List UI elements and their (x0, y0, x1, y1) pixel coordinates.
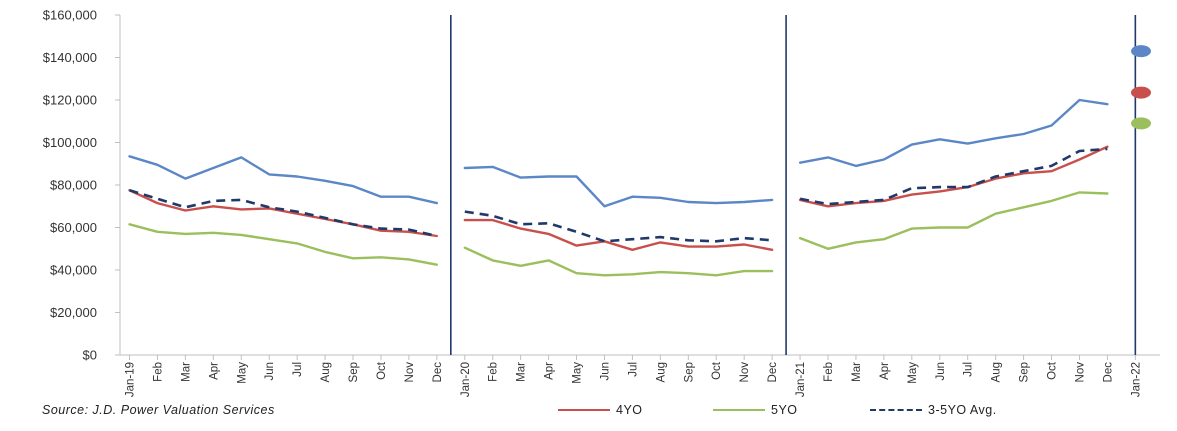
y-tick-label: $60,000 (50, 220, 97, 235)
x-tick-label: Jun (935, 362, 947, 381)
legend-swatch-avg (870, 409, 922, 411)
series-line (463, 218, 774, 252)
x-tick-label: Oct (711, 361, 723, 380)
end-markers (1131, 45, 1151, 130)
x-tick-label: Mar (180, 362, 192, 382)
series-line (464, 210, 773, 243)
y-axis-ticks: $0 $20,000 $40,000 $60,000 $80,000 $100,000 $1… (43, 8, 120, 363)
source-note: Source: J.D. Power Valuation Services (42, 403, 275, 417)
legend-swatch-4yo (558, 409, 610, 411)
x-tick-label: Dec (1102, 362, 1114, 383)
end-marker-point (1131, 86, 1151, 99)
series-line (129, 189, 438, 238)
x-tick-label: Jun (599, 362, 611, 381)
chart-axes (119, 15, 1160, 356)
x-tick-label: Sep (348, 362, 360, 382)
year-dividers (450, 15, 1137, 355)
x-tick-label: Jan-22 (1130, 362, 1142, 397)
legend-swatch-5yo (713, 409, 765, 411)
x-tick-label: Mar (516, 362, 528, 382)
series-line (128, 155, 438, 205)
x-tick-label: Apr (208, 362, 220, 380)
x-tick-label: Jun (264, 362, 276, 381)
x-tick-label: May (907, 362, 919, 384)
end-marker-point (1131, 117, 1151, 130)
legend-label-5yo: 5YO (771, 403, 798, 417)
x-tick-label: Feb (823, 362, 835, 382)
x-tick-label: Nov (404, 362, 416, 383)
y-tick-label: $140,000 (43, 50, 97, 65)
x-tick-label: Dec (432, 362, 444, 383)
x-tick-label: Jan-19 (125, 362, 137, 397)
y-tick-label: $0 (83, 348, 97, 363)
x-tick-label: Aug (320, 362, 332, 382)
x-tick-label: Sep (1019, 362, 1031, 382)
legend-item-avg: 3-5YO Avg. (870, 401, 997, 419)
x-tick-label: Jul (963, 362, 975, 377)
x-tick-label: Nov (739, 362, 751, 383)
legend-item-4yo: 4YO (558, 401, 643, 419)
x-tick-label: Nov (1074, 362, 1086, 383)
series-line (128, 223, 438, 266)
x-tick-label: Aug (991, 362, 1003, 382)
end-marker-point (1131, 45, 1151, 58)
x-tick-label: Dec (767, 362, 779, 383)
x-tick-label: May (572, 362, 584, 384)
x-tick-label: Apr (879, 362, 891, 380)
y-tick-label: $20,000 (50, 305, 97, 320)
legend-item-5yo: 5YO (713, 401, 798, 419)
legend-label-4yo: 4YO (616, 403, 643, 417)
y-tick-label: $100,000 (43, 135, 97, 150)
series-lines (128, 98, 1109, 277)
x-tick-label: Jan-20 (460, 362, 472, 397)
series-line (463, 246, 774, 277)
x-tick-label: Oct (376, 361, 388, 380)
x-tick-label: May (236, 362, 248, 384)
x-tick-label: Mar (851, 362, 863, 382)
x-tick-label: Jan-21 (795, 362, 807, 397)
x-tick-label: Jul (292, 362, 304, 377)
x-tick-label: Feb (488, 362, 500, 382)
series-line (128, 189, 438, 238)
series-line (798, 191, 1109, 251)
y-tick-label: $160,000 (43, 8, 97, 23)
x-tick-label: Aug (655, 362, 667, 382)
y-tick-label: $80,000 (50, 178, 97, 193)
x-tick-label: Sep (683, 362, 695, 382)
x-axis-ticks: Jan-19 Feb Mar Apr May Jun Jul Aug Sep Oct Nov Dec J… (125, 355, 1142, 397)
legend-label-avg: 3-5YO Avg. (928, 403, 997, 417)
x-tick-label: Jul (627, 362, 639, 377)
x-tick-label: Oct (1047, 361, 1059, 380)
y-tick-label: $40,000 (50, 263, 97, 278)
x-tick-label: Feb (152, 362, 164, 382)
x-tick-label: Apr (544, 362, 556, 380)
series-line (463, 165, 774, 208)
series-line (799, 147, 1108, 206)
series-line (798, 98, 1109, 168)
y-tick-label: $120,000 (43, 93, 97, 108)
